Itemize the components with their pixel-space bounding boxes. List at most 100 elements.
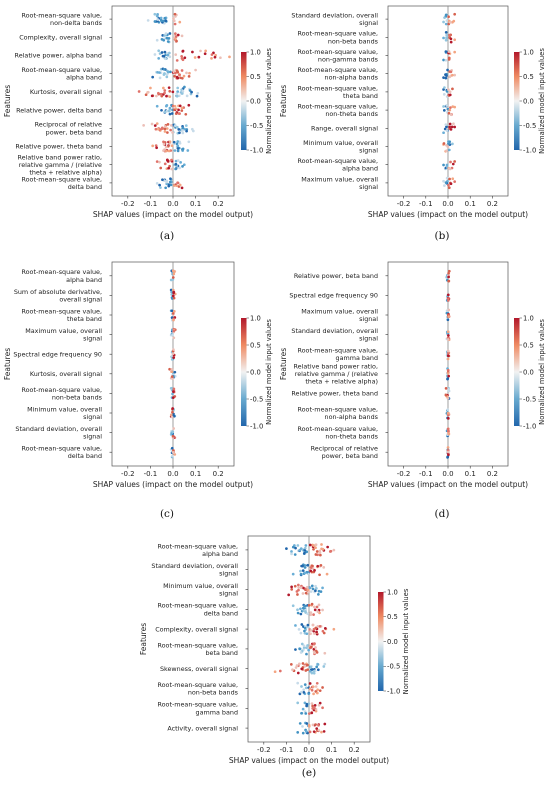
shap-point	[446, 145, 450, 149]
shap-point	[171, 276, 175, 279]
shap-point	[318, 625, 322, 628]
shap-point	[172, 296, 176, 300]
shap-point	[448, 177, 451, 181]
shap-point	[155, 104, 159, 108]
shap-point	[160, 37, 164, 41]
shap-point	[165, 94, 168, 98]
shap-point	[172, 290, 176, 294]
shap-point	[165, 36, 169, 40]
shap-point	[161, 178, 164, 182]
shap-point	[314, 723, 317, 726]
feature-label: Relative band power ratio,	[18, 153, 102, 161]
colorbar-tick-label: -1.0	[387, 687, 400, 695]
shap-point	[325, 572, 329, 576]
shap-point	[175, 184, 178, 188]
feature-label: Root-mean-square value,	[297, 347, 378, 355]
shap-point	[312, 671, 316, 675]
shap-point	[170, 415, 174, 419]
shap-point	[322, 665, 326, 668]
shap-point	[447, 430, 450, 433]
shap-point	[303, 546, 307, 550]
shap-point	[163, 89, 167, 92]
shap-point	[442, 76, 445, 79]
shap-point	[442, 142, 446, 145]
shap-point	[144, 93, 148, 97]
shap-point	[171, 454, 174, 458]
shap-point	[155, 160, 159, 163]
shap-point	[294, 648, 297, 651]
shap-point	[170, 167, 174, 171]
shap-point	[155, 146, 158, 150]
shap-point	[204, 49, 207, 53]
shap-point	[160, 108, 163, 112]
colorbar	[378, 592, 384, 691]
feature-label: relative gamma / (relative	[19, 161, 102, 169]
feature-label: alpha band	[342, 165, 378, 173]
shap-point	[322, 566, 326, 569]
shap-point	[447, 432, 450, 436]
shap-point	[309, 566, 313, 569]
shap-point	[298, 692, 302, 696]
shap-point	[449, 70, 453, 74]
shap-point	[442, 109, 446, 112]
x-tick-label: 0.1	[465, 470, 476, 478]
shap-point	[172, 318, 175, 322]
shap-point	[448, 108, 452, 112]
shap-point	[137, 90, 141, 93]
x-tick-label: -0.1	[419, 200, 433, 208]
x-tick-label: -0.2	[397, 200, 411, 208]
feature-label: Root-mean-square value,	[157, 701, 238, 709]
feature-label: Root-mean-square value,	[297, 425, 378, 433]
x-tick-label: 0.2	[213, 200, 224, 208]
shap-point	[307, 648, 310, 652]
shap-point	[312, 613, 315, 616]
x-tick-label: 0.0	[167, 200, 178, 208]
shap-point	[447, 142, 450, 146]
shap-point	[447, 269, 451, 273]
shap-point	[316, 610, 320, 614]
shap-point	[307, 692, 311, 695]
panel-label: (a)	[160, 230, 174, 242]
colorbar-tick-label: -1.0	[250, 146, 263, 154]
shap-point	[195, 94, 199, 98]
shap-point	[165, 72, 169, 76]
feature-label: Kurtosis, overall signal	[30, 370, 102, 378]
feature-label: Minimum value, overall	[163, 582, 238, 590]
shap-point	[172, 17, 175, 20]
shap-point	[299, 569, 302, 573]
shap-point	[164, 145, 168, 149]
shap-point	[163, 110, 167, 114]
shap-point	[159, 186, 162, 189]
shap-point	[444, 58, 448, 62]
shap-point	[311, 543, 314, 547]
shap-point	[317, 593, 320, 596]
shap-point	[171, 352, 175, 356]
shap-point	[174, 15, 177, 18]
shap-point	[187, 103, 191, 107]
shap-point	[176, 70, 179, 74]
shap-point	[301, 707, 305, 711]
shap-point	[318, 573, 321, 577]
feature-label: non-alpha bands	[325, 74, 379, 82]
shap-point	[170, 158, 173, 162]
shap-point	[296, 730, 300, 734]
colorbar-tick-label: -1.0	[523, 146, 536, 154]
shap-point	[175, 59, 179, 62]
shap-point	[172, 348, 175, 351]
shap-point	[308, 586, 312, 590]
shap-point	[447, 88, 450, 91]
colorbar-tick-label: 0.5	[523, 73, 534, 81]
feature-label: Root-mean-square value,	[21, 175, 102, 183]
shap-point	[321, 686, 324, 689]
feature-label: Root-mean-square value,	[21, 66, 102, 74]
shap-point	[308, 730, 312, 734]
shap-point	[318, 551, 322, 554]
shap-point	[444, 22, 448, 26]
shap-point	[172, 356, 176, 360]
shap-panel: -0.2 -0.1 0.0 0.1 0.2 SHAP values (impact on …	[139, 535, 410, 779]
shap-point	[444, 30, 448, 34]
shap-point	[321, 706, 324, 710]
shap-point	[315, 550, 319, 553]
shap-point	[156, 18, 159, 21]
shap-point	[314, 543, 318, 547]
